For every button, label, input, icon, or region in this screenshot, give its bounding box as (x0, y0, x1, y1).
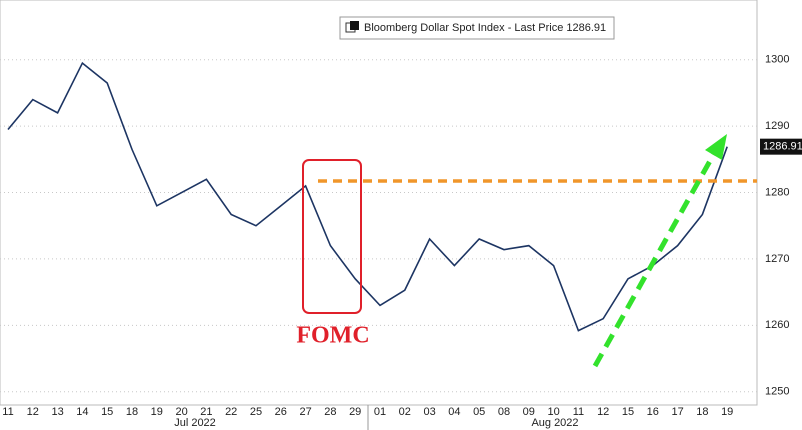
x-tick-label: 17 (671, 406, 683, 418)
x-tick-label: 11 (2, 406, 13, 418)
x-tick-label: 28 (324, 406, 336, 418)
x-tick-label: 18 (696, 406, 708, 418)
x-tick-label: 03 (423, 406, 435, 418)
x-tick-label: 16 (647, 406, 659, 418)
x-tick-label: 02 (399, 406, 411, 418)
x-tick-label: 12 (27, 406, 39, 418)
y-tick-label: 1260 (765, 319, 789, 331)
x-tick-label: 29 (349, 406, 361, 418)
month-label: Aug 2022 (531, 417, 578, 429)
x-tick-label: 11 (573, 406, 584, 418)
x-tick-label: 12 (597, 406, 609, 418)
trend-arrow-head (705, 134, 727, 160)
x-tick-label: 14 (76, 406, 88, 418)
x-tick-label: 15 (101, 406, 113, 418)
x-tick-label: 26 (275, 406, 287, 418)
x-tick-label: 04 (448, 406, 460, 418)
legend-swatch (350, 21, 359, 30)
y-tick-label: 1270 (765, 253, 789, 265)
x-tick-label: 01 (374, 406, 386, 418)
x-tick-label: 25 (250, 406, 262, 418)
last-price-label: 1286.91 (763, 141, 802, 153)
fomc-box (302, 159, 362, 314)
series-line (7, 61, 728, 332)
x-tick-label: 08 (498, 406, 510, 418)
x-tick-label: 15 (622, 406, 634, 418)
annotation: FOMC (296, 323, 369, 349)
x-tick-label: 09 (523, 406, 535, 418)
x-tick-label: 10 (547, 406, 559, 418)
y-tick-label: 1300 (765, 54, 789, 66)
x-tick-label: 22 (225, 406, 237, 418)
last-price-tag (760, 138, 802, 155)
y-tick-label: 1250 (765, 386, 789, 398)
x-tick-label: 21 (200, 406, 212, 418)
x-tick-label: 13 (51, 406, 63, 418)
x-tick-label: 05 (473, 406, 485, 418)
x-tick-label: 27 (299, 406, 311, 418)
x-tick-label: 19 (721, 406, 733, 418)
legend (339, 16, 615, 40)
legend-label: Bloomberg Dollar Spot Index - Last Price… (364, 22, 606, 34)
y-tick-label: 1280 (765, 186, 789, 198)
y-tick-label: 1290 (765, 120, 789, 132)
trend-arrow (592, 150, 718, 368)
plot-area (0, 0, 758, 406)
x-tick-label: 19 (151, 406, 163, 418)
x-tick-label: 20 (175, 406, 187, 418)
month-label: Jul 2022 (174, 417, 216, 429)
x-tick-label: 18 (126, 406, 138, 418)
